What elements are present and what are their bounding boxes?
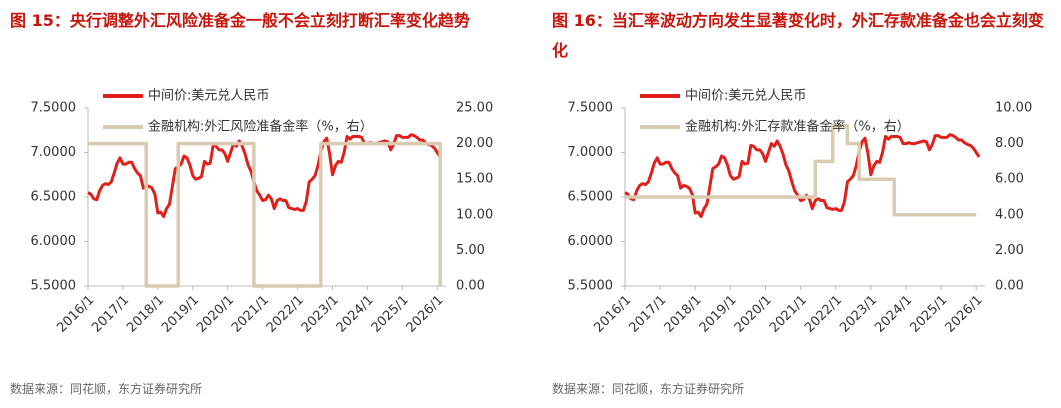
- legend-label: 金融机构:外汇风险准备金率（%，右）: [148, 119, 373, 135]
- x-tick-label: 2016/1: [591, 293, 634, 336]
- legend-label: 金融机构:外汇存款准备金率（%，右）: [685, 119, 910, 135]
- x-tick-label: 2016/1: [54, 293, 97, 336]
- x-tick-label: 2026/1: [404, 293, 447, 336]
- series-line: [625, 124, 977, 217]
- y-tick-label: 5.5000: [568, 279, 614, 294]
- x-tick-label: 2020/1: [732, 293, 775, 336]
- x-tick-label: 2018/1: [662, 293, 705, 336]
- x-tick-label: 2021/1: [229, 293, 272, 336]
- x-tick-label: 2023/1: [837, 293, 880, 336]
- y2-tick-label: 20.00: [456, 136, 493, 151]
- x-tick-label: 2024/1: [872, 293, 915, 336]
- y2-tick-label: 5.00: [456, 243, 485, 258]
- y2-tick-label: 15.00: [456, 172, 493, 187]
- y-tick-label: 7.0000: [31, 145, 77, 160]
- y-tick-label: 7.0000: [568, 145, 614, 160]
- x-tick-label: 2018/1: [124, 293, 167, 336]
- x-tick-label: 2021/1: [767, 293, 810, 336]
- y2-tick-label: 8.00: [995, 136, 1024, 151]
- y2-tick-label: 6.00: [995, 172, 1024, 187]
- y-tick-label: 7.5000: [568, 101, 614, 116]
- source-note: 数据来源：同花顺，东方证券研究所: [10, 382, 203, 396]
- chart-title: 图 16：当汇率波动方向发生显著变化时，外汇存款准备金也会立刻变化: [552, 11, 1044, 60]
- x-tick-label: 2025/1: [907, 293, 950, 336]
- y-tick-label: 6.0000: [31, 234, 77, 249]
- series-line: [624, 133, 981, 219]
- x-tick-label: 2017/1: [626, 293, 669, 336]
- y2-tick-label: 25.00: [456, 101, 493, 116]
- y2-tick-label: 2.00: [995, 243, 1024, 258]
- x-tick-label: 2019/1: [697, 293, 740, 336]
- x-tick-label: 2020/1: [194, 293, 237, 336]
- y-tick-label: 5.5000: [31, 279, 77, 294]
- x-tick-label: 2023/1: [299, 293, 342, 336]
- y2-tick-label: 4.00: [995, 207, 1024, 222]
- y-tick-label: 7.5000: [31, 101, 77, 116]
- y-tick-label: 6.5000: [31, 190, 77, 205]
- chart-title: 图 15：央行调整外汇风险准备金一般不会立刻打断汇率变化趋势: [10, 11, 470, 30]
- y2-tick-label: 0.00: [995, 279, 1024, 294]
- x-tick-label: 2019/1: [159, 293, 202, 336]
- legend-label: 中间价:美元兑人民币: [685, 89, 806, 104]
- x-tick-label: 2017/1: [89, 293, 132, 336]
- series-line: [87, 133, 442, 219]
- y-tick-label: 6.0000: [568, 234, 614, 249]
- x-tick-label: 2025/1: [369, 293, 412, 336]
- y2-tick-label: 10.00: [456, 207, 493, 222]
- legend-label: 中间价:美元兑人民币: [148, 89, 269, 104]
- x-tick-label: 2022/1: [802, 293, 845, 336]
- source-note: 数据来源：同花顺，东方证券研究所: [552, 382, 745, 396]
- y-tick-label: 6.5000: [568, 190, 614, 205]
- series-line: [88, 141, 442, 288]
- y2-tick-label: 10.00: [995, 101, 1032, 116]
- x-tick-label: 2026/1: [943, 293, 986, 336]
- x-tick-label: 2022/1: [264, 293, 307, 336]
- y2-tick-label: 0.00: [456, 279, 485, 294]
- x-tick-label: 2024/1: [334, 293, 377, 336]
